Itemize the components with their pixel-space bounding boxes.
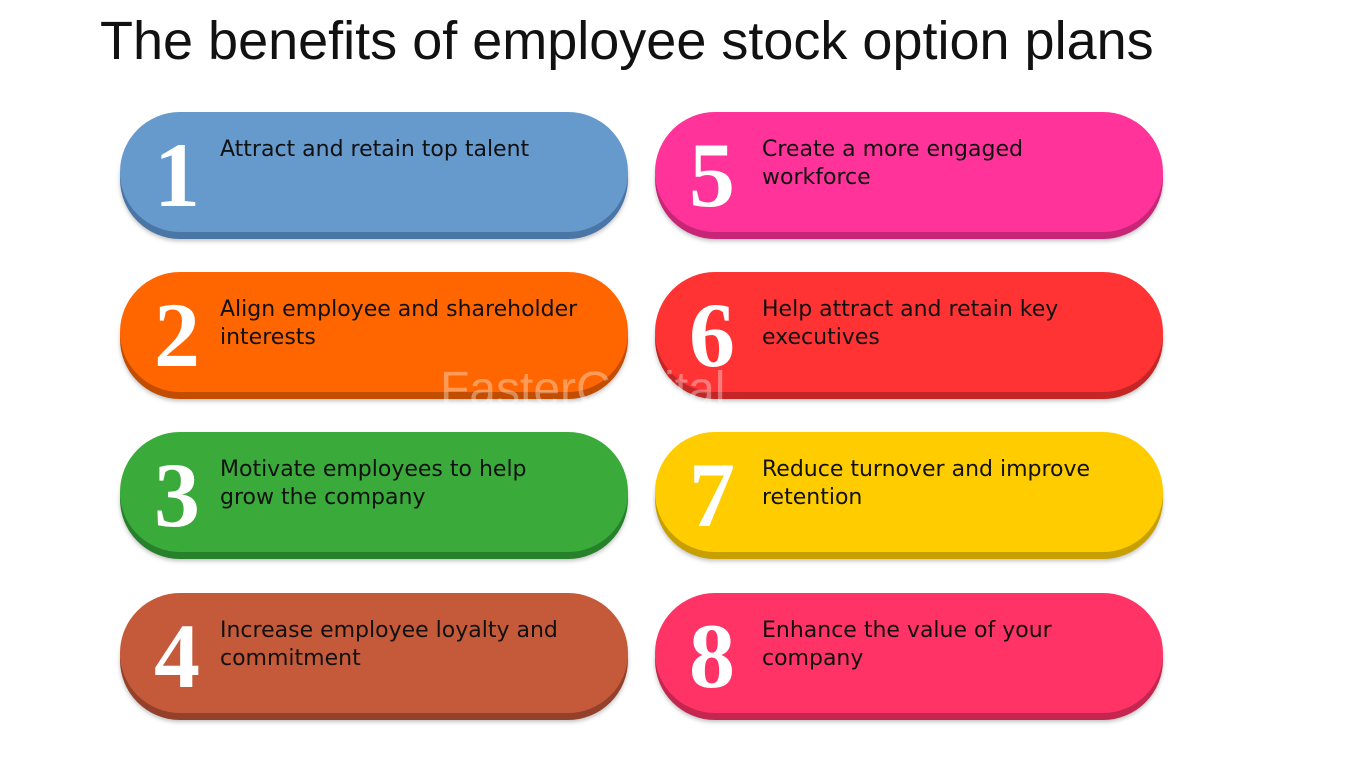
- item-pill: 6 Help attract and retain key executives: [655, 272, 1163, 392]
- item-text: Align employee and shareholder interests: [220, 296, 577, 352]
- item-text-line: Help attract and retain key: [762, 297, 1059, 322]
- item-text-line: executives: [762, 325, 880, 350]
- item-text-line: Align employee and shareholder: [220, 297, 578, 322]
- item-number: 7: [689, 444, 735, 546]
- item-text: Increase employee loyalty and commitment: [220, 617, 558, 673]
- item-text-line: Enhance the value of your: [762, 618, 1052, 643]
- item-text-line: Create a more engaged: [762, 137, 1023, 162]
- item-number: 5: [689, 124, 735, 226]
- item-pill: 4 Increase employee loyalty and commitment: [120, 593, 628, 713]
- item-text: Attract and retain top talent: [220, 136, 529, 164]
- item-pill: 3 Motivate employees to help grow the comp…: [120, 432, 628, 552]
- item-text: Reduce turnover and improve retention: [762, 456, 1090, 512]
- item-text-line: retention: [762, 485, 863, 510]
- title: The benefits of employee stock option pl…: [100, 11, 1154, 71]
- watermark: FasterCapital: [440, 363, 726, 416]
- item-text-line: Reduce turnover and improve: [762, 457, 1091, 482]
- item-text-line: workforce: [762, 165, 871, 190]
- item-number: 6: [689, 284, 735, 386]
- item-text: Motivate employees to help grow the compa…: [220, 456, 527, 512]
- item-text-line: Motivate employees to help: [220, 457, 527, 482]
- item-number: 3: [154, 444, 200, 546]
- item-pill: 1 Attract and retain top talent: [120, 112, 628, 232]
- item-number: 4: [154, 605, 200, 707]
- item-pill: 2 Align employee and shareholder interests: [120, 272, 628, 392]
- item-text-line: grow the company: [220, 485, 426, 510]
- item-text: Help attract and retain key executives: [762, 296, 1058, 352]
- item-text-line: Increase employee loyalty and: [220, 618, 558, 643]
- item-number: 1: [154, 124, 200, 226]
- item-text: Enhance the value of your company: [762, 617, 1052, 673]
- item-text-line: commitment: [220, 646, 361, 671]
- item-pill: 8 Enhance the value of your company: [655, 593, 1163, 713]
- item-pill: 7 Reduce turnover and improve retention: [655, 432, 1163, 552]
- item-text: Create a more engaged workforce: [762, 136, 1023, 192]
- item-text-line: company: [762, 646, 864, 671]
- item-text-line: Attract and retain top talent: [220, 137, 530, 162]
- item-pill: 5 Create a more engaged workforce: [655, 112, 1163, 232]
- item-number: 8: [689, 605, 735, 707]
- item-number: 2: [154, 284, 200, 386]
- item-text-line: interests: [220, 325, 316, 350]
